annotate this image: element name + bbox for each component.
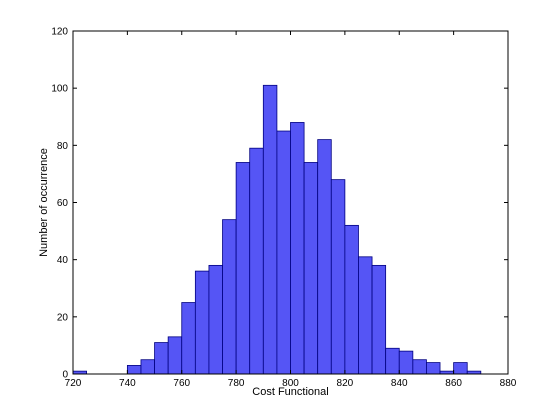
histogram-bar xyxy=(330,179,346,375)
y-tick-label: 60 xyxy=(57,198,69,209)
histogram-bar xyxy=(235,162,251,375)
y-tick-label: 20 xyxy=(57,312,69,323)
histogram-bar xyxy=(167,336,183,375)
x-tick-label: 800 xyxy=(282,378,299,389)
x-axis: 720 740 760 780 800 820 840 860 880 xyxy=(65,31,517,389)
histogram-bar xyxy=(126,365,142,375)
histogram-bar xyxy=(344,224,359,375)
histogram-bar xyxy=(453,362,468,375)
histogram-bar xyxy=(303,162,319,375)
x-tick-label: 780 xyxy=(228,378,245,389)
histogram-bar xyxy=(194,270,210,375)
x-tick-label: 860 xyxy=(445,378,462,389)
histogram-bar xyxy=(154,342,169,375)
x-tick-label: 840 xyxy=(391,378,408,389)
histogram-bar xyxy=(140,359,155,375)
y-axis-title: Number of occurrence xyxy=(38,148,50,257)
x-tick-label: 820 xyxy=(337,378,354,389)
histogram-bar xyxy=(208,264,223,375)
y-tick-label: 120 xyxy=(51,27,68,38)
histogram-bar xyxy=(222,219,237,375)
histogram-bar xyxy=(385,347,400,375)
x-tick-label: 880 xyxy=(500,378,517,389)
x-tick-label: 740 xyxy=(119,378,136,389)
bars-group xyxy=(72,84,482,375)
histogram-bar xyxy=(426,362,441,375)
histogram-bar xyxy=(358,256,373,375)
y-tick-label: 100 xyxy=(51,84,68,95)
x-tick-label: 720 xyxy=(65,378,82,389)
histogram-bar xyxy=(371,264,387,375)
histogram-bar xyxy=(398,350,414,375)
histogram-bar xyxy=(290,122,305,375)
histogram-bar xyxy=(412,359,427,375)
y-tick-label: 0 xyxy=(62,370,68,381)
histogram-bar xyxy=(262,84,278,375)
histogram-bar xyxy=(249,147,264,375)
histogram-bar xyxy=(276,130,291,375)
x-tick-label: 760 xyxy=(173,378,190,389)
histogram-bar xyxy=(317,139,332,375)
histogram-bar xyxy=(181,302,196,375)
y-tick-label: 80 xyxy=(57,141,69,152)
y-axis: 0 20 40 60 80 100 120 xyxy=(51,27,508,381)
y-tick-label: 40 xyxy=(57,255,69,266)
x-axis-title: Cost Functional xyxy=(252,386,328,398)
